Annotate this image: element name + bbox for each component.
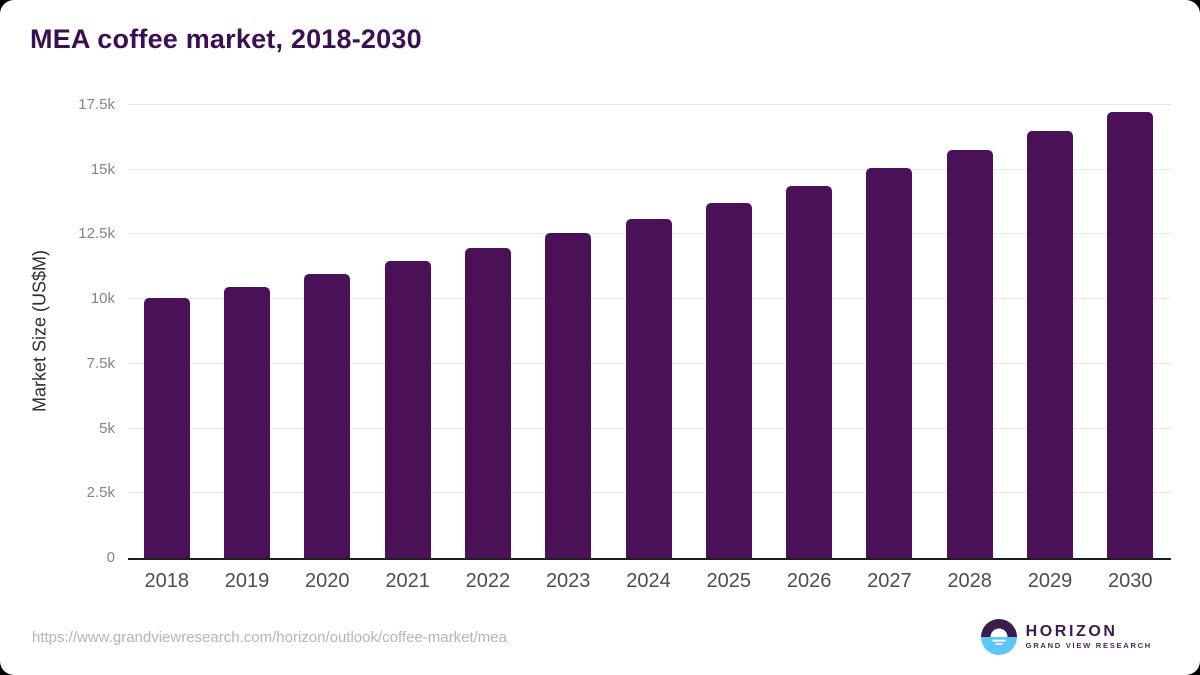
bar-2025 xyxy=(705,202,752,558)
x-tick-label-2026: 2026 xyxy=(786,570,832,592)
x-tick-label-2029: 2029 xyxy=(1027,570,1073,592)
logo-text: HORIZON GRAND VIEW RESEARCH xyxy=(1026,624,1152,650)
x-tick-label-2030: 2030 xyxy=(1108,570,1153,592)
bar-2019 xyxy=(224,286,270,558)
bar-2021 xyxy=(384,261,431,558)
plot-area: 0 2.5k 5k 7.5k 10k 12.5k 15k 17.5k 2018 2019 2020 2… xyxy=(78,97,1171,592)
x-tick-label-2020: 2020 xyxy=(305,570,350,592)
x-tick-label-2018: 2018 xyxy=(144,570,189,592)
y-tick-label-10k: 10k xyxy=(90,290,115,308)
chart-title: MEA coffee market, 2018-2030 xyxy=(30,24,422,54)
y-tick-label-2.5k: 2.5k xyxy=(86,484,115,502)
horizon-logo: HORIZON GRAND VIEW RESEARCH xyxy=(980,619,1152,655)
y-tick-label-17.5k: 17.5k xyxy=(78,96,115,113)
x-tick-label-2023: 2023 xyxy=(545,570,591,592)
logo-wordmark: HORIZON xyxy=(1025,623,1118,641)
x-tick-label-2022: 2022 xyxy=(465,570,511,592)
y-tick-label-15k: 15k xyxy=(90,160,115,178)
x-tick-label-2025: 2025 xyxy=(706,570,752,592)
x-tick-label-2021: 2021 xyxy=(385,570,430,592)
bar-2026 xyxy=(786,185,833,558)
bar-2028 xyxy=(946,150,993,558)
bar-2030 xyxy=(1107,112,1154,558)
grid-line-15k xyxy=(128,168,1171,170)
y-tick-label-0: 0 xyxy=(106,549,115,566)
grid-line-17.5k xyxy=(128,104,1171,105)
x-tick-label-2019: 2019 xyxy=(224,570,270,592)
bar-2018 xyxy=(143,297,190,558)
x-tick-label-2028: 2028 xyxy=(947,570,992,592)
bar-2023 xyxy=(545,233,592,558)
bar-2024 xyxy=(625,218,672,558)
horizon-sunset-icon xyxy=(980,619,1017,655)
x-tick-label-2027: 2027 xyxy=(867,570,912,592)
y-tick-label-12.5k: 12.5k xyxy=(78,225,115,243)
y-tick-label-5k: 5k xyxy=(99,419,115,437)
y-tick-label-7.5k: 7.5k xyxy=(86,354,115,372)
y-axis-title: Market Size (US$M) xyxy=(29,249,50,413)
logo-subtext: GRAND VIEW RESEARCH xyxy=(1025,641,1152,651)
bar-2020 xyxy=(304,274,351,558)
bar-2029 xyxy=(1027,130,1073,558)
bar-2022 xyxy=(464,248,511,558)
source-url-text: https://www.grandviewresearch.com/horizo… xyxy=(32,629,507,646)
x-tick-label-2024: 2024 xyxy=(626,570,671,592)
bar-2027 xyxy=(866,167,913,558)
